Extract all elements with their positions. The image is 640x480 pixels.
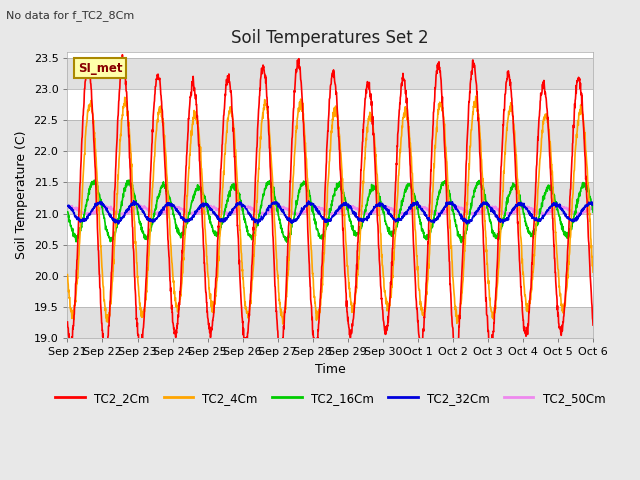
Bar <box>67 182 593 214</box>
Bar <box>67 245 593 276</box>
Text: SI_met: SI_met <box>78 62 122 75</box>
Title: Soil Temperatures Set 2: Soil Temperatures Set 2 <box>232 29 429 48</box>
Y-axis label: Soil Temperature (C): Soil Temperature (C) <box>15 131 28 259</box>
Bar <box>67 307 593 338</box>
Text: No data for f_TC2_8Cm: No data for f_TC2_8Cm <box>6 10 134 21</box>
X-axis label: Time: Time <box>315 362 346 375</box>
Bar <box>67 58 593 89</box>
Bar <box>67 120 593 151</box>
Legend: TC2_2Cm, TC2_4Cm, TC2_16Cm, TC2_32Cm, TC2_50Cm: TC2_2Cm, TC2_4Cm, TC2_16Cm, TC2_32Cm, TC… <box>51 387 610 409</box>
